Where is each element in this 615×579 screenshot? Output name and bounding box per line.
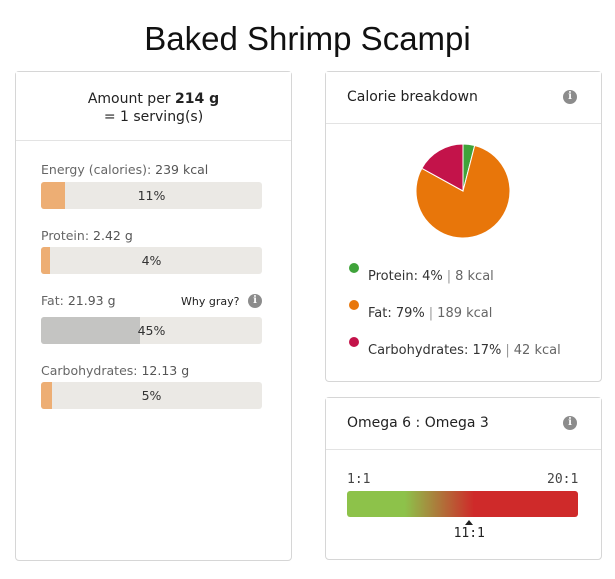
omega-marker xyxy=(464,520,473,525)
carbohydrates-label: Carbohydrates: 12.13 g xyxy=(41,363,190,378)
amount-per-serving: Amount per 214 g = 1 serving(s) xyxy=(16,90,291,126)
page-title: Baked Shrimp Scampi xyxy=(144,20,471,57)
protein-bar: 4% xyxy=(41,247,262,274)
carbohydrates-bar-fill xyxy=(41,382,53,409)
carbohydrates-legend-dot xyxy=(349,337,359,347)
fat-pct: 45% xyxy=(137,323,166,338)
carbohydrates-bar: 5% xyxy=(41,382,262,409)
info-icon[interactable]: i xyxy=(563,90,577,104)
omega-ratio-bar xyxy=(347,491,578,517)
protein-label: Protein: 2.42 g xyxy=(41,228,133,243)
calorie-breakdown-card: Calorie breakdown i xyxy=(325,71,602,382)
why-gray-link[interactable]: Why gray? xyxy=(181,295,239,308)
fat-legend: Fat: 79% | 189 kcal xyxy=(368,306,493,321)
omega-max-label: 20:1 xyxy=(547,472,579,487)
energy-bar: 11% xyxy=(41,182,262,209)
calorie-breakdown-header: Calorie breakdown i xyxy=(326,72,601,124)
omega-header: Omega 6 : Omega 3 i xyxy=(326,398,601,450)
why-gray-text: Why gray? xyxy=(181,295,240,308)
serving-text: = 1 serving(s) xyxy=(103,109,204,125)
fat-slice xyxy=(415,144,511,239)
protein-legend-dot xyxy=(349,263,359,273)
energy-bar-fill xyxy=(41,182,66,209)
omega-min-label: 1:1 xyxy=(347,472,371,487)
nutrition-card: Amount per 214 g = 1 serving(s) xyxy=(15,71,292,561)
amount-prefix: Amount per xyxy=(87,91,176,107)
info-icon[interactable]: i xyxy=(563,416,577,430)
fat-bar: 45% xyxy=(41,317,262,344)
protein-legend: Protein: 4% | 8 kcal xyxy=(368,269,494,284)
carbohydrates-slice xyxy=(421,143,464,192)
omega-title: Omega 6 : Omega 3 xyxy=(347,415,489,431)
carbohydrates-legend: Carbohydrates: 17% | 42 kcal xyxy=(368,343,561,358)
fat-bar-fill xyxy=(41,317,141,344)
fat-legend-dot xyxy=(349,300,359,310)
protein-pct: 4% xyxy=(141,253,162,268)
energy-pct: 11% xyxy=(137,188,166,203)
calorie-breakdown-title: Calorie breakdown xyxy=(347,89,478,105)
carbohydrates-pct: 5% xyxy=(141,388,162,403)
energy-label: Energy (calories): 239 kcal xyxy=(41,162,209,177)
protein-bar-fill xyxy=(41,247,50,274)
calorie-pie-chart xyxy=(415,143,511,239)
amount-grams: 214 g xyxy=(175,91,220,107)
amount-header: Amount per 214 g = 1 serving(s) xyxy=(16,72,291,141)
omega-card: Omega 6 : Omega 3 i xyxy=(325,397,602,560)
fat-label: Fat: 21.93 g xyxy=(41,293,116,308)
omega-value-label: 11:1 xyxy=(453,526,485,541)
info-icon[interactable]: i xyxy=(248,294,262,308)
